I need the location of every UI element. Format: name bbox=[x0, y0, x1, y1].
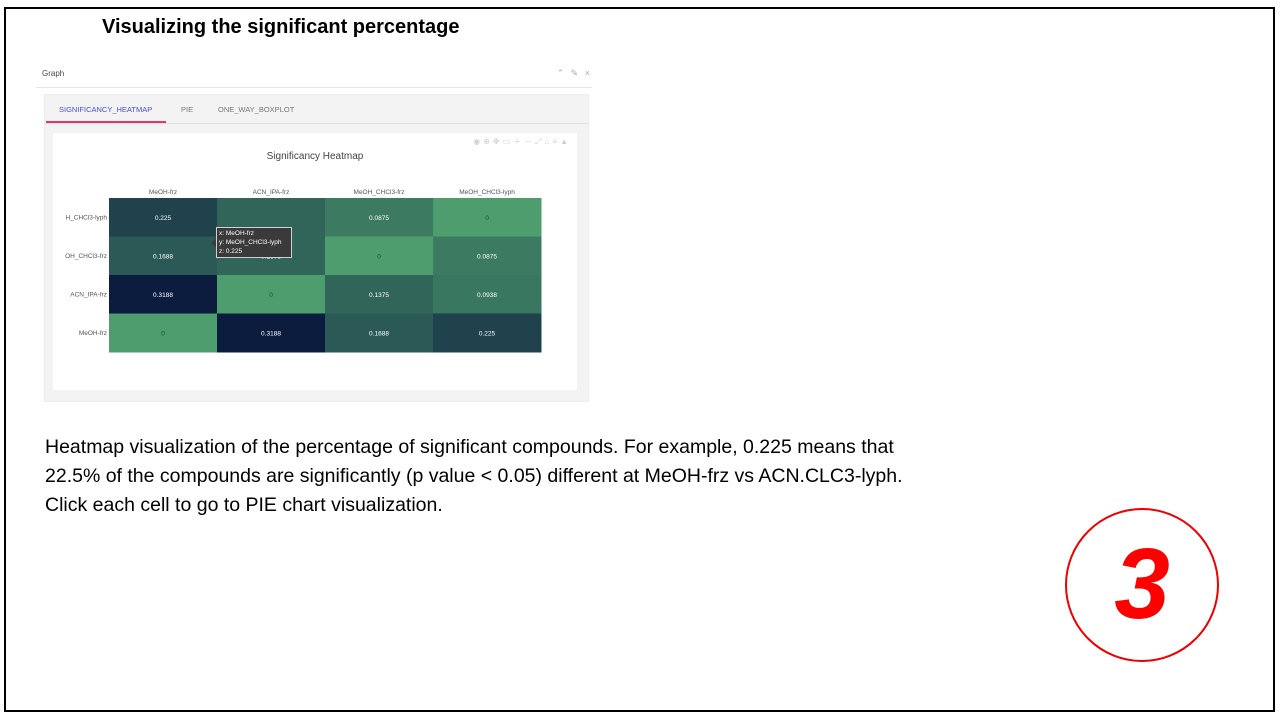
step-number: 3 bbox=[1114, 528, 1170, 640]
heatmap-cell[interactable] bbox=[109, 236, 218, 276]
cell-value-label: 0.0875 bbox=[369, 215, 389, 222]
cell-value-label: 0.225 bbox=[155, 215, 172, 222]
caption-line-3: Click each cell to go to PIE chart visua… bbox=[45, 494, 443, 516]
heatmap-cell[interactable] bbox=[109, 313, 218, 353]
close-icon[interactable]: × bbox=[584, 68, 592, 78]
box-select-icon[interactable]: ▭ bbox=[502, 137, 514, 146]
cell-value-label: 0 bbox=[269, 292, 273, 299]
heatmap-cell[interactable] bbox=[433, 313, 542, 353]
panel-header: Graph ⌃ ✎ × bbox=[36, 62, 592, 88]
heatmap-cell[interactable] bbox=[433, 236, 542, 276]
chart-title: Significancy Heatmap bbox=[266, 151, 364, 162]
step-badge: 3 bbox=[1065, 508, 1219, 662]
cell-value-label: 0.1688 bbox=[369, 330, 389, 337]
heatmap-cell[interactable] bbox=[325, 313, 434, 353]
hover-tooltip: x: MeOH-frz y: MeOH_CHCl3-lyph z: 0.225 bbox=[216, 227, 292, 258]
pin-icon[interactable]: ✎ bbox=[570, 68, 581, 78]
plot-modebar[interactable]: ◉⊕✥▭＋－⤢⌂≡▲ bbox=[473, 136, 571, 147]
reset-axes-icon[interactable]: ⌂ bbox=[544, 137, 553, 146]
chevron-up-icon[interactable]: ⌃ bbox=[556, 68, 567, 78]
caption-line-1: Heatmap visualization of the percentage … bbox=[45, 436, 894, 458]
zoom-in-icon[interactable]: ＋ bbox=[513, 137, 525, 146]
heatmap-cell[interactable] bbox=[325, 275, 434, 314]
tooltip-z: z: 0.225 bbox=[219, 248, 243, 255]
y-tick-label: H_CHCl3-lyph bbox=[65, 214, 107, 221]
cell-value-label: 0.3188 bbox=[153, 292, 173, 299]
hover-closest-icon[interactable]: ≡ bbox=[552, 137, 561, 146]
tooltip-x: x: MeOH-frz bbox=[219, 230, 255, 237]
heatmap-cell[interactable] bbox=[217, 275, 326, 314]
cell-value-label: 0 bbox=[161, 330, 165, 337]
y-tick-label: ACN_IPA-frz bbox=[70, 291, 107, 298]
cell-value-label: 0.1375 bbox=[369, 292, 389, 299]
heatmap-cell[interactable] bbox=[325, 236, 434, 276]
autoscale-icon[interactable]: ⤢ bbox=[535, 137, 545, 146]
panel-title: Graph bbox=[42, 69, 65, 78]
slide-title: Visualizing the significant percentage bbox=[102, 16, 460, 38]
active-tab-indicator bbox=[46, 121, 166, 123]
tab-one-way-boxplot[interactable]: ONE_WAY_BOXPLOT bbox=[218, 105, 295, 114]
caption-line-2: 22.5% of the compounds are significantly… bbox=[45, 465, 903, 487]
heatmap-cell[interactable] bbox=[433, 198, 542, 237]
heatmap-cell[interactable] bbox=[109, 275, 218, 314]
cell-value-label: 0.1688 bbox=[153, 253, 173, 260]
heatmap-cell[interactable] bbox=[217, 313, 326, 353]
graph-panel: Graph ⌃ ✎ × SIGNIFICANCY_HEATMAP PIE ONE… bbox=[36, 62, 592, 402]
tab-strip: SIGNIFICANCY_HEATMAP PIE ONE_WAY_BOXPLOT bbox=[45, 95, 588, 124]
plotly-logo-icon[interactable]: ▲ bbox=[560, 137, 571, 146]
cell-value-label: 0 bbox=[377, 253, 381, 260]
tooltip-y: y: MeOH_CHCl3-lyph bbox=[219, 239, 282, 246]
tab-area: SIGNIFICANCY_HEATMAP PIE ONE_WAY_BOXPLOT… bbox=[44, 94, 589, 402]
camera-icon[interactable]: ◉ bbox=[473, 137, 484, 146]
plot-card: ◉⊕✥▭＋－⤢⌂≡▲ Significancy Heatmap MeOH-frz… bbox=[53, 133, 577, 390]
y-tick-label: OH_CHCl3-frz bbox=[65, 253, 107, 260]
tab-pie[interactable]: PIE bbox=[181, 105, 194, 114]
caption: Heatmap visualization of the percentage … bbox=[45, 433, 1025, 520]
heatmap-cell[interactable] bbox=[109, 198, 218, 237]
panel-controls: ⌃ ✎ × bbox=[557, 68, 592, 79]
x-tick-label: MeOH_CHCl3-frz bbox=[354, 189, 405, 196]
cell-value-label: 0.225 bbox=[479, 330, 496, 337]
heatmap-cell[interactable] bbox=[325, 198, 434, 237]
x-tick-label: MeOH_CHCl3-lyph bbox=[459, 189, 515, 196]
x-tick-label: ACN_IPA-frz bbox=[253, 189, 290, 196]
cell-value-label: 0.0938 bbox=[477, 292, 497, 299]
zoom-icon[interactable]: ⊕ bbox=[483, 137, 493, 146]
y-tick-label: MeOH-frz bbox=[79, 330, 107, 337]
cell-value-label: 0.0875 bbox=[477, 253, 497, 260]
zoom-out-icon[interactable]: － bbox=[524, 137, 536, 146]
tooltip-arrow bbox=[211, 239, 216, 247]
pan-icon[interactable]: ✥ bbox=[492, 137, 503, 146]
x-tick-label: MeOH-frz bbox=[149, 189, 177, 196]
cell-value-label: 0 bbox=[485, 215, 489, 222]
heatmap-cell[interactable] bbox=[433, 275, 542, 314]
tab-significancy-heatmap[interactable]: SIGNIFICANCY_HEATMAP bbox=[59, 105, 153, 114]
cell-value-label: 0.3188 bbox=[261, 330, 281, 337]
heatmap-chart[interactable]: MeOH-frz ACN_IPA-frz MeOH_CHCl3-frz MeOH_CH… bbox=[53, 133, 577, 390]
